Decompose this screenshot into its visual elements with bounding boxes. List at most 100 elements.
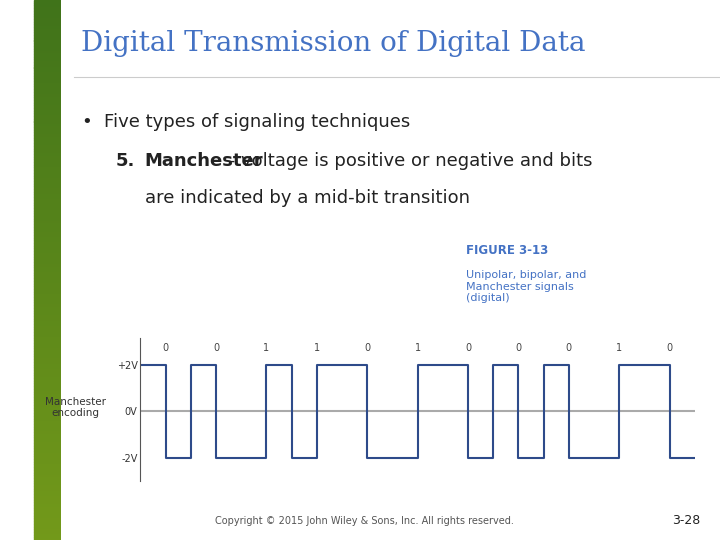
Bar (34, 89, 61, 92)
Bar (34, 167, 61, 170)
Bar (34, 19, 61, 22)
Bar (34, 0, 61, 3)
Bar (34, 392, 61, 394)
Bar (34, 381, 61, 383)
Bar (34, 483, 61, 486)
Bar (34, 418, 61, 421)
Bar (34, 375, 61, 378)
Bar (34, 472, 61, 475)
Text: are indicated by a mid-bit transition: are indicated by a mid-bit transition (145, 189, 470, 207)
Bar (34, 502, 61, 505)
Bar (34, 211, 61, 213)
Bar (34, 308, 61, 310)
Bar (34, 165, 61, 167)
Bar (34, 154, 61, 157)
Bar (34, 65, 61, 68)
Bar (34, 27, 61, 30)
Text: FIGURE 3-13: FIGURE 3-13 (467, 244, 549, 257)
Bar (34, 81, 61, 84)
Bar (34, 38, 61, 40)
Bar (34, 173, 61, 176)
Bar (34, 62, 61, 65)
Bar (34, 5, 61, 8)
Bar (34, 281, 61, 284)
Bar (34, 327, 61, 329)
Bar (34, 462, 61, 464)
Bar (34, 367, 61, 370)
Text: Unipolar, bipolar, and
Manchester signals
(digital): Unipolar, bipolar, and Manchester signal… (467, 270, 587, 303)
Bar (34, 40, 61, 43)
Bar (34, 370, 61, 373)
Bar (34, 8, 61, 11)
Bar (34, 286, 61, 289)
Bar (34, 329, 61, 332)
Bar (34, 176, 61, 178)
Bar (34, 362, 61, 364)
Text: 1: 1 (314, 342, 320, 353)
Bar (34, 335, 61, 338)
Bar (34, 383, 61, 386)
Bar (34, 232, 61, 235)
Bar (34, 510, 61, 513)
Text: 0: 0 (516, 342, 521, 353)
Bar (34, 494, 61, 497)
Bar (34, 184, 61, 186)
Bar (34, 130, 61, 132)
Bar (34, 297, 61, 300)
Bar (34, 497, 61, 500)
Bar (34, 402, 61, 405)
Bar (34, 140, 61, 143)
Bar (34, 122, 61, 124)
Text: 0: 0 (213, 342, 219, 353)
Bar (34, 213, 61, 216)
Bar (34, 97, 61, 100)
Text: Copyright © 2015 John Wiley & Sons, Inc. All rights reserved.: Copyright © 2015 John Wiley & Sons, Inc.… (215, 516, 513, 526)
Bar (34, 529, 61, 532)
Bar (34, 265, 61, 267)
Bar (34, 43, 61, 46)
Bar (34, 408, 61, 410)
Bar (34, 22, 61, 24)
Bar (34, 230, 61, 232)
Text: 1: 1 (264, 342, 269, 353)
Bar (34, 240, 61, 243)
Bar (34, 292, 61, 294)
Bar (34, 294, 61, 297)
Bar (34, 78, 61, 81)
Bar (34, 364, 61, 367)
Bar (34, 205, 61, 208)
Bar (34, 516, 61, 518)
Bar (34, 30, 61, 32)
Bar (34, 227, 61, 229)
Bar (34, 124, 61, 127)
Bar (34, 321, 61, 324)
Bar (34, 194, 61, 197)
Bar (34, 429, 61, 432)
Bar (34, 251, 61, 254)
Bar (34, 443, 61, 445)
Bar (34, 435, 61, 437)
Bar (34, 105, 61, 108)
Bar (34, 373, 61, 375)
Bar (34, 356, 61, 359)
Bar (34, 84, 61, 86)
Bar (34, 359, 61, 362)
Bar (34, 416, 61, 418)
Bar (34, 332, 61, 335)
Bar (34, 378, 61, 381)
Bar (34, 386, 61, 389)
Bar (34, 421, 61, 424)
Bar (34, 68, 61, 70)
Bar (34, 405, 61, 408)
Text: 0: 0 (566, 342, 572, 353)
Bar (34, 248, 61, 251)
Text: 0: 0 (364, 342, 370, 353)
Bar (34, 11, 61, 14)
Bar (34, 267, 61, 270)
Bar (34, 397, 61, 400)
Bar (34, 446, 61, 448)
Bar (34, 508, 61, 510)
Bar (34, 111, 61, 113)
Bar (34, 216, 61, 219)
Bar (34, 221, 61, 224)
